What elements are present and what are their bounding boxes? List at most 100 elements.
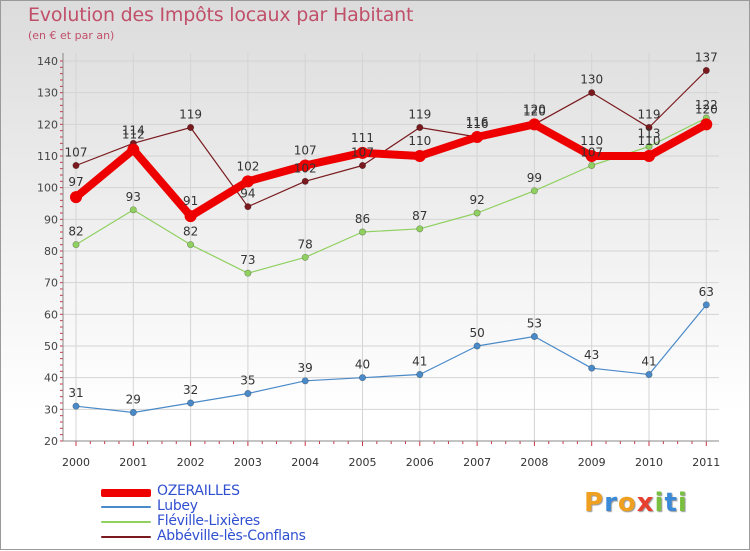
data-point-lubey xyxy=(645,370,653,378)
y-tick-label: 120 xyxy=(37,118,58,131)
y-tick-label: 60 xyxy=(44,308,58,321)
legend-label: Fléville-Lixières xyxy=(157,513,260,529)
data-label-ozerailles: 112 xyxy=(122,128,145,142)
data-point-lubey xyxy=(72,402,80,410)
data-point-ozerailles xyxy=(184,210,197,223)
data-label-ozerailles: 111 xyxy=(351,131,374,145)
series-line-ozerailles xyxy=(72,120,711,221)
y-tick-label: 100 xyxy=(37,182,58,195)
data-label-lubey: 41 xyxy=(641,355,656,369)
data-label-ozerailles: 110 xyxy=(408,134,431,148)
x-tick-label: 2007 xyxy=(463,456,491,469)
data-point-ozerailles xyxy=(413,150,426,162)
y-tick-label: 130 xyxy=(37,87,58,100)
logo-letter: r xyxy=(604,488,618,518)
x-tick-label: 2003 xyxy=(234,456,262,469)
data-point-ozerailles xyxy=(70,191,82,204)
x-tick-label: 2000 xyxy=(62,456,90,469)
legend-item-lubey[interactable]: Lubey xyxy=(101,498,421,515)
data-point-ozerailles xyxy=(700,118,713,131)
data-label-fleville-lixieres: 82 xyxy=(183,225,198,239)
data-point-abbeville-les-conflans xyxy=(301,177,309,185)
data-label-fleville-lixieres: 87 xyxy=(412,209,427,223)
data-label-fleville-lixieres: 99 xyxy=(527,171,542,185)
x-tick-label: 2010 xyxy=(635,456,663,469)
data-label-abbeville-les-conflans: 120 xyxy=(523,104,546,118)
data-label-lubey: 32 xyxy=(183,383,198,397)
data-label-ozerailles: 110 xyxy=(580,134,603,148)
legend-item-ozerailles[interactable]: OZERAILLES xyxy=(101,483,421,500)
x-tick-label: 2004 xyxy=(291,456,319,469)
data-label-fleville-lixieres: 73 xyxy=(240,253,255,267)
legend-item-fleville-lixieres[interactable]: Fléville-Lixières xyxy=(101,513,421,530)
data-point-abbeville-les-conflans xyxy=(72,162,80,170)
data-point-ozerailles xyxy=(356,146,369,159)
data-label-ozerailles: 120 xyxy=(523,102,546,116)
data-label-fleville-lixieres: 93 xyxy=(126,190,141,204)
data-point-ozerailles xyxy=(643,150,655,162)
data-label-ozerailles: 102 xyxy=(236,159,259,173)
data-label-fleville-lixieres: 122 xyxy=(695,98,718,112)
data-point-ozerailles xyxy=(471,131,484,143)
logo-letter: P xyxy=(584,488,605,518)
data-label-lubey: 53 xyxy=(527,317,542,331)
data-label-abbeville-les-conflans: 119 xyxy=(179,108,202,122)
y-tick-label: 90 xyxy=(44,213,58,226)
legend-swatch-fleville-lixieres xyxy=(101,521,151,523)
data-point-abbeville-les-conflans xyxy=(702,67,710,75)
data-point-lubey xyxy=(129,408,137,416)
data-point-lubey xyxy=(416,370,424,378)
data-label-abbeville-les-conflans: 107 xyxy=(65,146,88,160)
data-label-abbeville-les-conflans: 116 xyxy=(466,117,489,131)
logo-letter: x xyxy=(636,488,655,518)
data-point-abbeville-les-conflans xyxy=(588,89,596,97)
data-label-lubey: 43 xyxy=(584,348,599,362)
data-label-abbeville-les-conflans: 94 xyxy=(240,187,255,201)
data-point-fleville-lixieres xyxy=(530,187,538,195)
x-tick-label: 2008 xyxy=(520,456,548,469)
x-tick-label: 2009 xyxy=(578,456,606,469)
logo-letter: i xyxy=(654,488,665,518)
data-point-ozerailles xyxy=(127,143,140,156)
chart-title: Evolution des Impôts locaux par Habitant xyxy=(28,4,414,26)
data-label-fleville-lixieres: 107 xyxy=(580,146,603,160)
legend-item-abbeville-les-conflans[interactable]: Abbéville-lès-Conflans xyxy=(101,528,421,545)
data-label-fleville-lixieres: 78 xyxy=(298,237,313,251)
plot-area xyxy=(63,53,719,441)
data-point-abbeville-les-conflans xyxy=(244,203,252,211)
data-label-fleville-lixieres: 92 xyxy=(469,193,484,207)
x-tick-label: 2001 xyxy=(119,456,147,469)
legend-swatch-ozerailles xyxy=(101,489,151,497)
data-label-abbeville-les-conflans: 119 xyxy=(408,108,431,122)
data-label-lubey: 63 xyxy=(699,285,714,299)
y-tick-label: 20 xyxy=(44,435,58,448)
data-point-lubey xyxy=(702,301,710,309)
legend-swatch-lubey xyxy=(101,506,151,508)
data-point-lubey xyxy=(244,389,252,397)
data-label-abbeville-les-conflans: 119 xyxy=(638,108,661,122)
y-tick-label: 30 xyxy=(44,403,58,416)
data-point-ozerailles xyxy=(585,150,598,162)
legend-label: Lubey xyxy=(157,498,198,514)
x-tick-label: 2005 xyxy=(349,456,377,469)
series-line-abbeville-les-conflans xyxy=(75,69,707,208)
data-label-fleville-lixieres: 86 xyxy=(355,212,370,226)
data-point-ozerailles xyxy=(299,159,312,172)
y-tick-label: 50 xyxy=(44,340,58,353)
data-point-ozerailles xyxy=(528,118,541,131)
data-label-lubey: 39 xyxy=(298,361,313,375)
data-label-lubey: 40 xyxy=(355,358,370,372)
data-label-abbeville-les-conflans: 114 xyxy=(122,123,145,137)
y-tick-label: 70 xyxy=(44,277,58,290)
x-tick-label: 2006 xyxy=(406,456,434,469)
data-point-abbeville-les-conflans xyxy=(416,124,424,132)
legend: OZERAILLES Lubey Fléville-Lixières Abbév… xyxy=(101,483,421,545)
y-tick-label: 140 xyxy=(37,55,58,68)
x-tick-label: 2002 xyxy=(177,456,205,469)
data-point-lubey xyxy=(301,377,309,385)
data-label-lubey: 29 xyxy=(126,393,141,407)
data-label-ozerailles: 107 xyxy=(294,144,317,158)
data-point-abbeville-les-conflans xyxy=(645,124,653,132)
series-line-lubey xyxy=(75,304,707,414)
